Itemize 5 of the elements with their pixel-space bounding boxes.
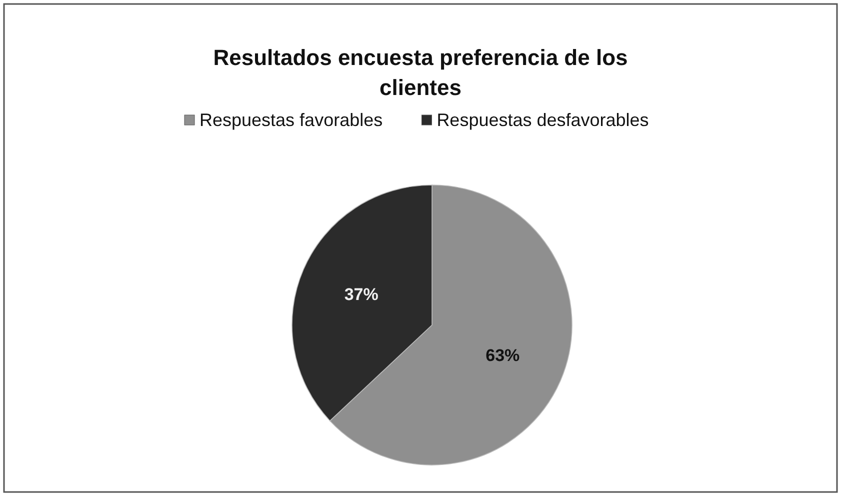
data-label: 63% xyxy=(486,346,520,366)
legend-label: Respuestas favorables xyxy=(200,110,383,130)
data-label: 37% xyxy=(344,284,378,304)
legend-label: Respuestas desfavorables xyxy=(436,110,649,130)
chart-title: Resultados encuesta preferencia de los clientes xyxy=(213,45,628,100)
